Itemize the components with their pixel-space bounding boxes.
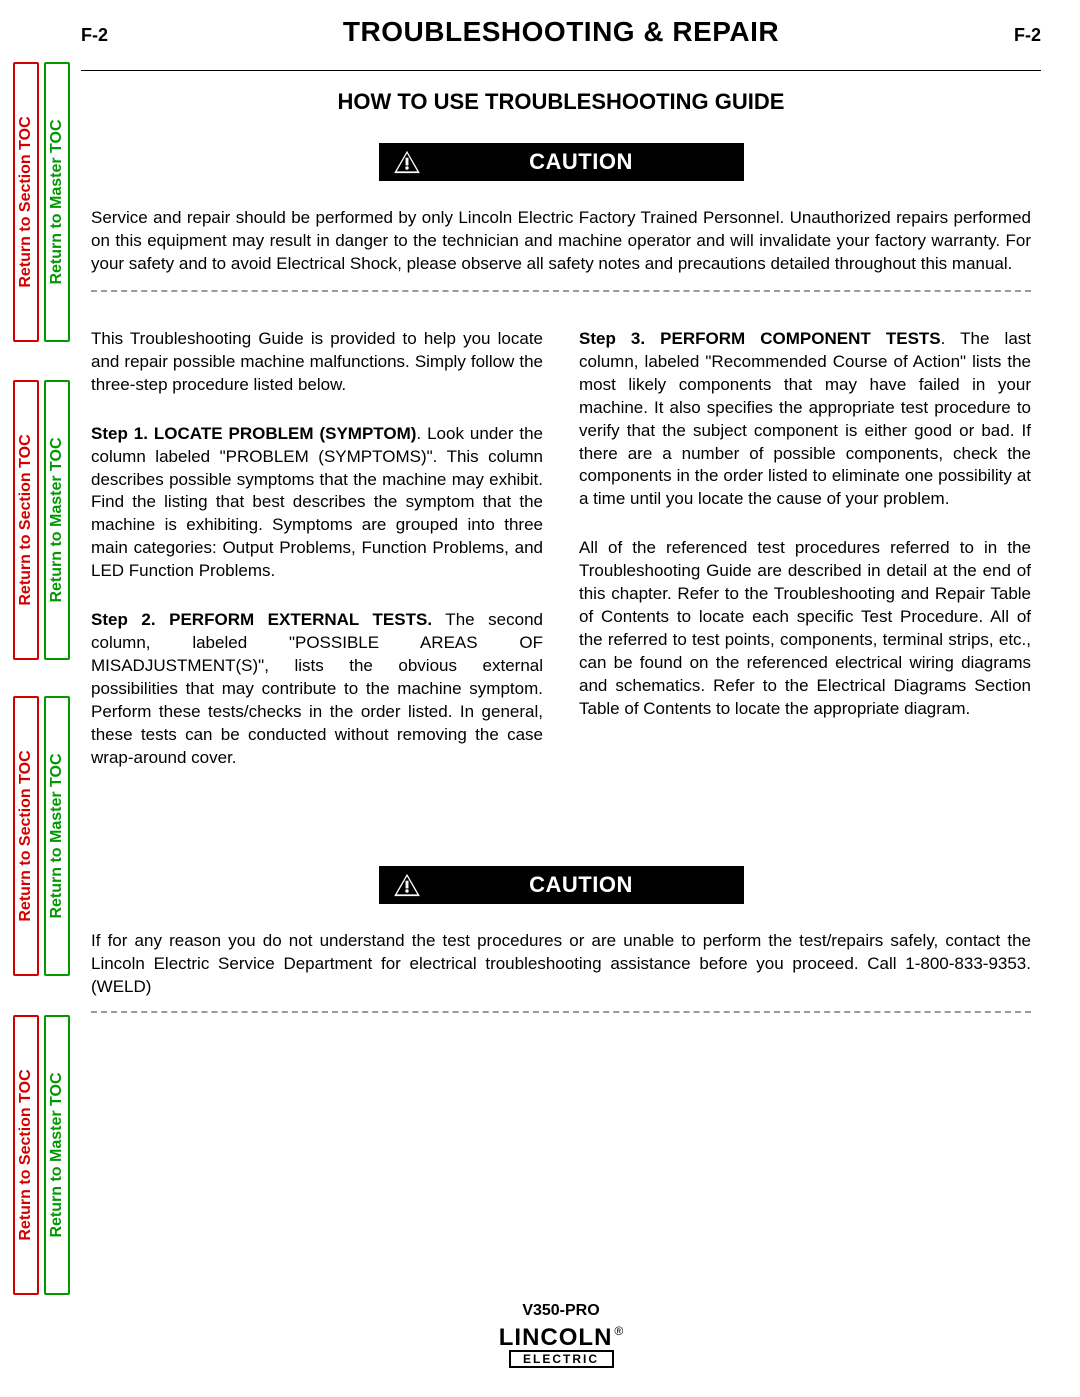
master-toc-tab[interactable]: Return to Master TOC: [44, 1015, 70, 1295]
step2-body: The second column, labeled "POSSIBLE ARE…: [91, 610, 543, 767]
two-column-body: This Troubleshooting Guide is provided t…: [91, 328, 1031, 796]
service-notice: Service and repair should be performed b…: [91, 207, 1031, 276]
master-toc-tab[interactable]: Return to Master TOC: [44, 696, 70, 976]
content-area: F-2 TROUBLESHOOTING & REPAIR F-2 HOW TO …: [81, 16, 1041, 1376]
master-toc-label: Return to Master TOC: [48, 119, 66, 284]
subtitle: HOW TO USE TROUBLESHOOTING GUIDE: [81, 89, 1041, 115]
section-toc-tab[interactable]: Return to Section TOC: [13, 380, 39, 660]
master-toc-tab[interactable]: Return to Master TOC: [44, 62, 70, 342]
step-2: Step 2. PERFORM EXTERNAL TESTS. The seco…: [91, 609, 543, 770]
contact-notice: If for any reason you do not understand …: [91, 930, 1031, 999]
section-toc-tab[interactable]: Return to Section TOC: [13, 62, 39, 342]
master-toc-label: Return to Master TOC: [48, 1072, 66, 1237]
reference-text: All of the referenced test procedures re…: [579, 537, 1031, 721]
warning-icon: [393, 150, 421, 174]
section-toc-tab[interactable]: Return to Section TOC: [13, 1015, 39, 1295]
page-title: TROUBLESHOOTING & REPAIR: [343, 16, 779, 48]
divider: [91, 290, 1031, 292]
step-3: Step 3. PERFORM COMPONENT TESTS. The las…: [579, 328, 1031, 512]
divider: [91, 1011, 1031, 1013]
caution-label: CAUTION: [529, 872, 633, 897]
warning-icon: [393, 873, 421, 897]
master-toc-tab[interactable]: Return to Master TOC: [44, 380, 70, 660]
step-1: Step 1. LOCATE PROBLEM (SYMPTOM). Look u…: [91, 423, 543, 584]
section-toc-label: Return to Section TOC: [17, 1069, 35, 1240]
page-number-left: F-2: [81, 25, 108, 46]
header-rule: [81, 70, 1041, 71]
caution-label: CAUTION: [529, 149, 633, 174]
step1-body: . Look under the column labeled "PROBLEM…: [91, 424, 543, 581]
caution-banner: CAUTION: [379, 143, 744, 181]
right-column: Step 3. PERFORM COMPONENT TESTS. The las…: [579, 328, 1031, 796]
step3-body: . The last column, labeled "Recommended …: [579, 329, 1031, 509]
left-column: This Troubleshooting Guide is provided t…: [91, 328, 543, 796]
master-toc-label: Return to Master TOC: [48, 437, 66, 602]
caution-section-2: CAUTION If for any reason you do not und…: [81, 866, 1041, 1013]
step2-label: Step 2. PERFORM EXTERNAL TESTS.: [91, 610, 432, 629]
intro-text: This Troubleshooting Guide is provided t…: [91, 328, 543, 397]
brand-main: LINCOLN: [499, 1324, 613, 1352]
section-toc-label: Return to Section TOC: [17, 434, 35, 605]
master-toc-label: Return to Master TOC: [48, 753, 66, 918]
step3-label: Step 3. PERFORM COMPONENT TESTS: [579, 329, 941, 348]
page-header: F-2 TROUBLESHOOTING & REPAIR F-2: [81, 16, 1041, 48]
registered-icon: ®: [614, 1324, 623, 1338]
section-toc-tab[interactable]: Return to Section TOC: [13, 696, 39, 976]
section-toc-label: Return to Section TOC: [17, 750, 35, 921]
brand-sub: ELECTRIC: [509, 1350, 614, 1368]
model-number: V350-PRO: [81, 1302, 1041, 1320]
step1-label: Step 1. LOCATE PROBLEM (SYMPTOM): [91, 424, 416, 443]
caution-banner: CAUTION: [379, 866, 744, 904]
section-toc-label: Return to Section TOC: [17, 116, 35, 287]
footer: V350-PRO LINCOLN® ELECTRIC: [81, 1302, 1041, 1368]
page-number-right: F-2: [1014, 25, 1041, 46]
brand-logo: LINCOLN® ELECTRIC: [499, 1324, 624, 1368]
page: Return to Section TOC Return to Master T…: [0, 0, 1080, 1397]
